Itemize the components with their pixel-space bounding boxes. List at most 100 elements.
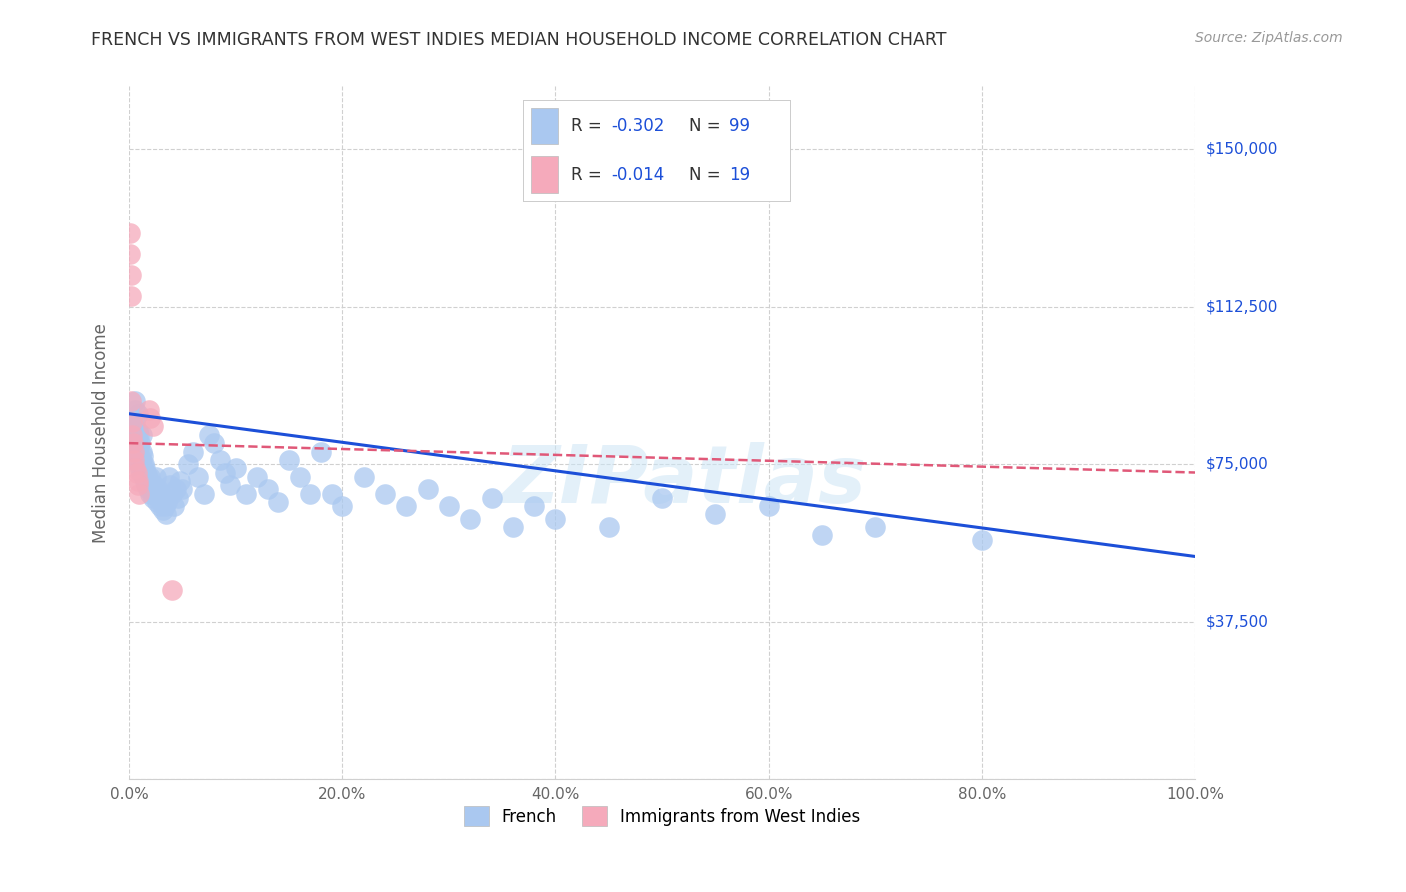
- Point: [309, 444, 332, 458]
- Text: $75,000: $75,000: [1206, 457, 1268, 472]
- Text: ZIPatlas: ZIPatlas: [501, 442, 866, 520]
- Point: [121, 415, 143, 429]
- Point: [150, 486, 173, 500]
- Point: [122, 440, 145, 454]
- Point: [135, 478, 157, 492]
- Point: [374, 486, 396, 500]
- Point: [132, 461, 155, 475]
- Point: [124, 402, 146, 417]
- Point: [128, 461, 150, 475]
- Point: [811, 528, 834, 542]
- Point: [120, 227, 142, 241]
- Point: [970, 533, 993, 547]
- Point: [353, 469, 375, 483]
- Point: [136, 474, 159, 488]
- Point: [128, 436, 150, 450]
- Point: [299, 486, 322, 500]
- Point: [125, 432, 148, 446]
- Point: [122, 436, 145, 450]
- Point: [481, 491, 503, 505]
- Point: [128, 457, 150, 471]
- Point: [704, 508, 727, 522]
- Point: [120, 427, 142, 442]
- Point: [134, 474, 156, 488]
- Point: [146, 483, 169, 497]
- Text: Source: ZipAtlas.com: Source: ZipAtlas.com: [1195, 31, 1343, 45]
- Point: [121, 411, 143, 425]
- Point: [160, 582, 183, 597]
- Point: [129, 453, 152, 467]
- Point: [395, 499, 418, 513]
- Point: [202, 436, 225, 450]
- Point: [172, 483, 194, 497]
- Point: [125, 466, 148, 480]
- Point: [288, 469, 311, 483]
- Point: [187, 469, 209, 483]
- Point: [416, 483, 439, 497]
- Point: [138, 478, 160, 492]
- Point: [141, 491, 163, 505]
- Point: [124, 453, 146, 467]
- Point: [128, 440, 150, 454]
- Point: [758, 499, 780, 513]
- Point: [160, 486, 183, 500]
- Point: [120, 394, 142, 409]
- Point: [124, 415, 146, 429]
- Point: [198, 427, 221, 442]
- Point: [135, 466, 157, 480]
- Point: [544, 511, 567, 525]
- Point: [121, 427, 143, 442]
- Point: [321, 486, 343, 500]
- Point: [156, 495, 179, 509]
- Text: $150,000: $150,000: [1206, 142, 1278, 157]
- Point: [155, 508, 177, 522]
- Text: $112,500: $112,500: [1206, 299, 1278, 314]
- Point: [208, 453, 231, 467]
- Point: [139, 469, 162, 483]
- Point: [256, 483, 278, 497]
- Point: [157, 469, 180, 483]
- Point: [141, 419, 163, 434]
- Point: [143, 486, 166, 500]
- Point: [129, 466, 152, 480]
- Point: [651, 491, 673, 505]
- Point: [120, 247, 142, 261]
- Point: [153, 491, 176, 505]
- Point: [131, 444, 153, 458]
- Point: [134, 461, 156, 475]
- Point: [437, 499, 460, 513]
- Point: [139, 411, 162, 425]
- Point: [155, 499, 177, 513]
- Point: [159, 478, 181, 492]
- Legend: French, Immigrants from West Indies: French, Immigrants from West Indies: [457, 799, 868, 833]
- Point: [149, 499, 172, 513]
- Point: [142, 478, 165, 492]
- Point: [145, 469, 167, 483]
- Point: [148, 491, 170, 505]
- Point: [235, 486, 257, 500]
- Point: [246, 469, 269, 483]
- Point: [225, 461, 247, 475]
- Point: [124, 444, 146, 458]
- Point: [169, 474, 191, 488]
- Point: [131, 427, 153, 442]
- Point: [127, 478, 149, 492]
- Point: [141, 483, 163, 497]
- Point: [128, 449, 150, 463]
- Point: [124, 461, 146, 475]
- Point: [181, 444, 204, 458]
- Point: [136, 469, 159, 483]
- Point: [136, 483, 159, 497]
- Point: [177, 457, 200, 471]
- Point: [124, 394, 146, 409]
- Point: [120, 289, 142, 303]
- Point: [132, 449, 155, 463]
- Point: [132, 469, 155, 483]
- Point: [167, 491, 190, 505]
- Point: [132, 457, 155, 471]
- Point: [127, 407, 149, 421]
- Text: FRENCH VS IMMIGRANTS FROM WEST INDIES MEDIAN HOUSEHOLD INCOME CORRELATION CHART: FRENCH VS IMMIGRANTS FROM WEST INDIES ME…: [91, 31, 946, 49]
- Point: [127, 424, 149, 438]
- Point: [165, 483, 187, 497]
- Point: [523, 499, 546, 513]
